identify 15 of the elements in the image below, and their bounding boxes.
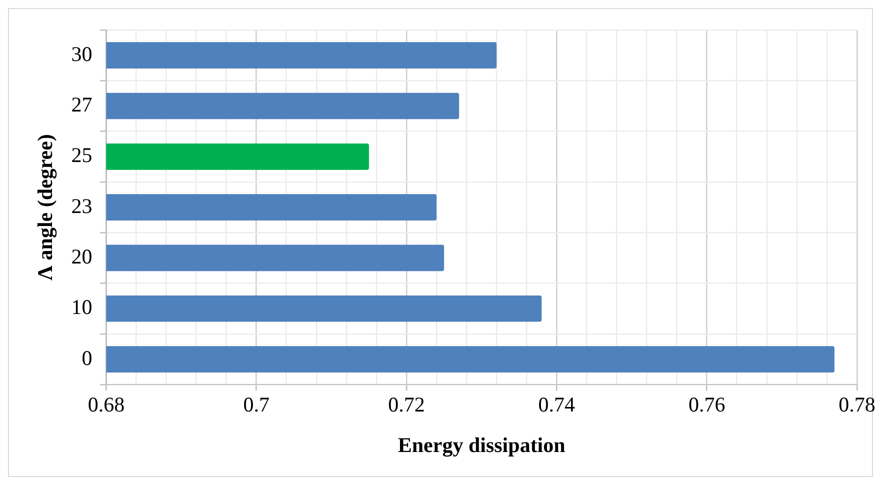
x-tick-label: 0.72 (388, 392, 425, 417)
x-tick-label: 0.7 (243, 392, 270, 417)
y-tick-label: 27 (71, 92, 92, 116)
y-tick-label: 0 (82, 346, 92, 370)
y-tick-label: 20 (71, 244, 92, 268)
y-tick-label: 25 (71, 143, 92, 168)
y-axis-title: Λ angle (degree) (33, 134, 58, 281)
x-tick-label: 0.76 (688, 392, 726, 417)
x-tick-label: 0.74 (538, 392, 576, 417)
x-tick-label: 0.78 (838, 392, 876, 417)
x-axis-title: Energy dissipation (398, 432, 566, 457)
x-tick-label: 0.68 (88, 392, 125, 417)
y-tick-label: 30 (71, 42, 92, 66)
y-tick-label: 10 (71, 295, 92, 320)
y-tick-label: 23 (71, 194, 92, 218)
